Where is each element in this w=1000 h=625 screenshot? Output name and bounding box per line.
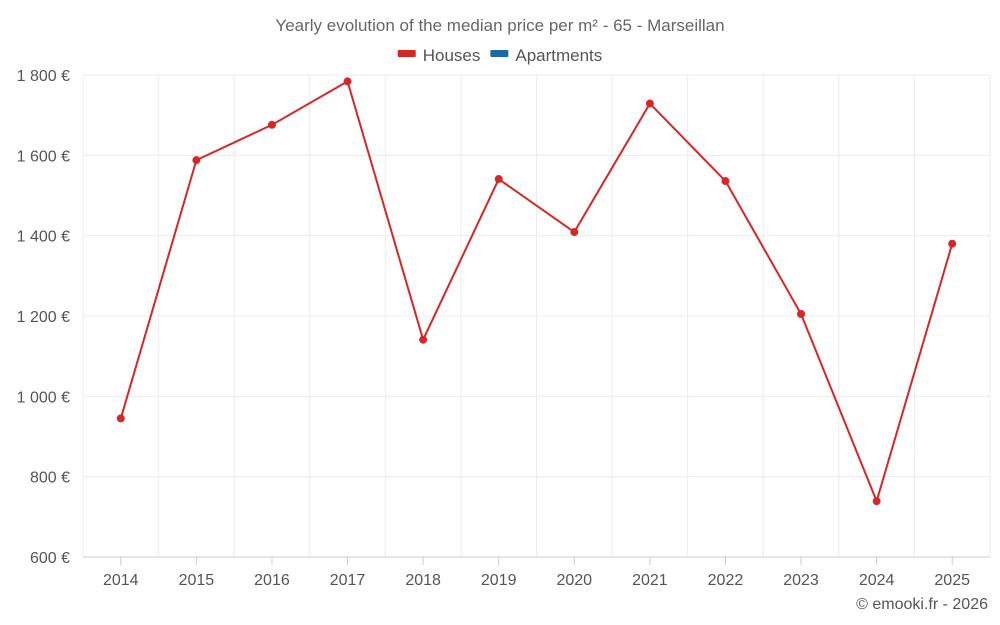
y-tick-label: 1 400 € (17, 229, 70, 246)
series-layer (116, 77, 957, 506)
x-tick-label: 2023 (783, 572, 819, 589)
x-tick-label: 2024 (859, 572, 895, 589)
data-point-houses-2022[interactable] (721, 177, 730, 186)
x-tick-label: 2017 (330, 572, 366, 589)
data-point-houses-2025[interactable] (948, 239, 957, 248)
data-point-houses-2016[interactable] (267, 120, 276, 129)
data-point-houses-2023[interactable] (797, 309, 806, 318)
y-tick-label: 1 200 € (17, 309, 70, 326)
x-tick-label: 2015 (179, 572, 215, 589)
x-tick-label: 2020 (556, 572, 592, 589)
axes: 600 € 800 € 1 000 € 1 200 € 1 400 € 1 600 € 1 … (17, 68, 990, 589)
data-point-houses-2024[interactable] (872, 497, 881, 506)
data-point-houses-2015[interactable] (192, 156, 201, 165)
x-tick-label: 2025 (934, 572, 970, 589)
gridlines (82, 74, 991, 557)
x-tick-label: 2021 (632, 572, 668, 589)
legend-item-apartments[interactable]: Apartments (490, 46, 602, 65)
data-point-houses-2020[interactable] (570, 228, 579, 237)
y-tick-label: 1 800 € (17, 68, 70, 85)
y-tick-label: 1 000 € (17, 389, 70, 406)
data-point-houses-2017[interactable] (343, 77, 352, 86)
legend: Houses Apartments (397, 46, 602, 65)
x-tick-label: 2022 (708, 572, 744, 589)
x-tick-label: 2016 (254, 572, 290, 589)
legend-item-houses[interactable]: Houses (397, 46, 481, 65)
data-point-houses-2018[interactable] (419, 335, 428, 344)
data-point-houses-2019[interactable] (494, 175, 503, 184)
x-tick-label: 2018 (405, 572, 441, 589)
y-tick-label: 600 € (30, 550, 70, 567)
legend-swatch-apartments (490, 50, 509, 57)
y-tick-label: 1 600 € (17, 148, 70, 165)
data-point-houses-2014[interactable] (116, 414, 125, 423)
legend-label-apartments: Apartments (515, 46, 602, 65)
x-tick-label: 2019 (481, 572, 517, 589)
legend-label-houses: Houses (423, 46, 481, 65)
legend-swatch-houses (397, 50, 416, 57)
x-tick-label: 2014 (103, 572, 139, 589)
credit-text: © emooki.fr - 2026 (856, 596, 988, 613)
series-line-houses (119, 80, 954, 503)
data-point-houses-2021[interactable] (645, 99, 654, 108)
chart-title: Yearly evolution of the median price per… (275, 16, 724, 35)
y-tick-label: 800 € (30, 470, 70, 487)
